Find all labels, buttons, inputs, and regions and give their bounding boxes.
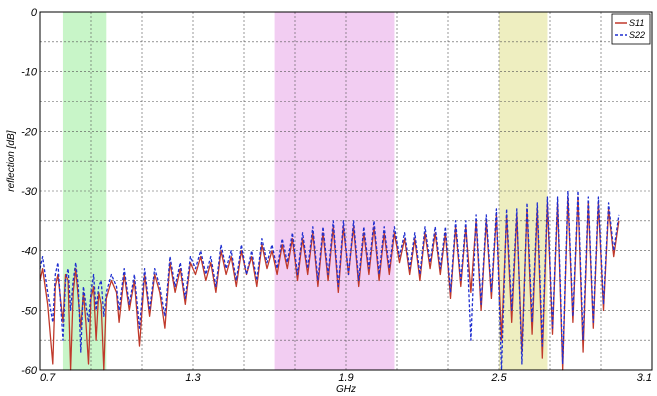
y-axis-label: reflection [dB] [6, 130, 17, 191]
grid [39, 11, 653, 371]
legend-label-s22: S22 [629, 30, 645, 40]
y-tick-label: -30 [21, 186, 38, 198]
x-tick-label: 0.7 [40, 372, 56, 384]
legend-label-s11: S11 [629, 18, 644, 28]
y-tick-label: -40 [21, 246, 38, 258]
y-tick-label: -60 [21, 365, 38, 377]
x-tick-label: 1.9 [338, 372, 353, 384]
y-tick-label: 0 [31, 7, 38, 19]
legend-box [611, 13, 651, 45]
tick-labels: 0.7 1.3 1.9 2.5 3.1 0 -10 -20 -30 -40 -50 -60 [21, 7, 652, 384]
series-line-s22 [39, 190, 620, 371]
x-axis-label: GHz [336, 384, 356, 395]
series-line-s11 [39, 196, 620, 371]
y-tick-label: -20 [21, 126, 38, 138]
x-tick-label: 1.3 [185, 372, 201, 384]
x-tick-label: 2.5 [490, 372, 507, 384]
frequency-bands [62, 12, 548, 370]
x-tick-label: 3.1 [637, 372, 652, 384]
frequency-band-2 [274, 12, 395, 370]
plot-frame [39, 11, 653, 371]
y-tick-label: -10 [21, 67, 38, 79]
y-tick-label: -50 [21, 305, 38, 317]
series-lines [39, 190, 620, 371]
